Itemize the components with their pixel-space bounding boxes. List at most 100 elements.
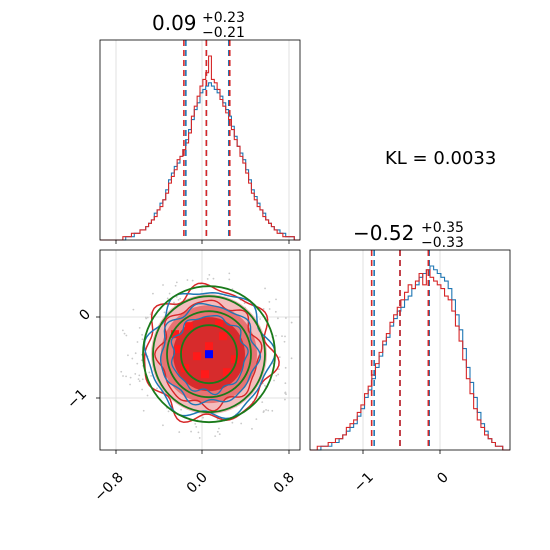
sample-point bbox=[140, 359, 143, 362]
density-cell bbox=[171, 330, 179, 339]
sample-point bbox=[148, 371, 151, 374]
density-cell bbox=[223, 368, 231, 377]
gaussian-contour-ellipse bbox=[152, 295, 266, 414]
sample-point bbox=[216, 430, 219, 433]
kl-divergence-label: KL = 0.0033 bbox=[385, 148, 496, 169]
sample-point bbox=[231, 421, 234, 424]
sample-point bbox=[152, 292, 154, 295]
sample-point bbox=[194, 422, 197, 425]
top-left-title-minus: −0.21 bbox=[202, 25, 245, 41]
sample-point bbox=[274, 310, 277, 313]
sample-point bbox=[138, 327, 141, 329]
sample-point bbox=[284, 335, 286, 338]
sample-point bbox=[138, 380, 141, 382]
sample-point bbox=[284, 398, 286, 401]
sample-point bbox=[198, 437, 201, 439]
sample-point bbox=[173, 301, 175, 304]
bottom-right-xtick-label: 0 bbox=[434, 470, 452, 488]
sample-point bbox=[218, 427, 220, 430]
sample-point bbox=[214, 435, 217, 438]
sample-point bbox=[265, 409, 267, 411]
bottom-left-xtick-label: 0.0 bbox=[184, 470, 211, 497]
sample-point bbox=[228, 272, 231, 275]
sample-point bbox=[150, 374, 152, 377]
sample-point bbox=[284, 366, 287, 369]
sample-point bbox=[175, 295, 178, 298]
sample-point bbox=[251, 427, 253, 430]
sample-point bbox=[259, 318, 262, 320]
sample-point bbox=[168, 292, 171, 295]
bottom-right-histogram-panel bbox=[310, 250, 510, 454]
bottom-left-ytick-label: −1 bbox=[64, 386, 90, 412]
sample-point bbox=[290, 321, 293, 324]
sample-point bbox=[138, 374, 141, 377]
gaussian-contour-ellipse bbox=[180, 324, 238, 385]
sample-point bbox=[178, 431, 181, 433]
bottom-left-ytick-label: 0 bbox=[76, 306, 94, 324]
bottom-right-title-value: −0.52 bbox=[353, 221, 414, 245]
sample-point bbox=[195, 425, 198, 428]
sample-point bbox=[134, 352, 137, 355]
sample-point bbox=[137, 378, 140, 381]
sample-point bbox=[263, 410, 265, 412]
sample-point bbox=[228, 278, 231, 281]
contour-line bbox=[159, 302, 262, 406]
gaussian-contour-ellipse bbox=[166, 310, 252, 399]
top-left-histogram-panel bbox=[100, 40, 300, 244]
sample-point bbox=[283, 340, 286, 343]
bottom-right-axes-frame bbox=[309, 249, 511, 451]
sample-point bbox=[261, 401, 264, 403]
sample-point bbox=[162, 424, 164, 427]
sample-point bbox=[120, 370, 123, 373]
density-cell bbox=[219, 332, 227, 341]
sample-point bbox=[285, 393, 287, 396]
sample-point bbox=[127, 354, 129, 357]
contour-line bbox=[143, 292, 276, 420]
sample-point bbox=[275, 334, 277, 337]
sample-point bbox=[180, 408, 182, 411]
center-marker bbox=[205, 350, 213, 359]
bottom-left-xtick-label: −0.8 bbox=[91, 470, 126, 505]
density-cell bbox=[201, 370, 209, 379]
density-cell bbox=[185, 322, 193, 331]
sample-point bbox=[123, 332, 126, 335]
sample-point bbox=[262, 308, 265, 310]
top-left-title-value: 0.09 bbox=[152, 11, 197, 35]
sample-point bbox=[146, 316, 149, 319]
bottom-right-title-plus: +0.35 bbox=[421, 220, 464, 236]
sample-point bbox=[141, 378, 144, 381]
sample-point bbox=[167, 410, 170, 413]
sample-point bbox=[264, 287, 266, 290]
density-cell bbox=[231, 355, 239, 364]
sample-point bbox=[285, 317, 287, 319]
histogram-series-line bbox=[310, 269, 510, 451]
sample-point bbox=[142, 409, 145, 412]
sample-point bbox=[275, 298, 277, 301]
sample-point bbox=[122, 375, 124, 377]
sample-point bbox=[141, 388, 144, 391]
sample-point bbox=[284, 382, 287, 385]
density-cell bbox=[205, 342, 213, 351]
sample-point bbox=[136, 341, 139, 343]
sample-point bbox=[208, 273, 211, 276]
sample-point bbox=[284, 391, 287, 394]
histogram-series-line bbox=[310, 265, 510, 451]
sample-point bbox=[166, 297, 169, 300]
density-cell bbox=[215, 320, 223, 329]
sample-point bbox=[174, 284, 177, 287]
sample-point bbox=[290, 357, 293, 360]
sample-point bbox=[277, 373, 280, 376]
sample-point bbox=[278, 356, 281, 359]
sample-point bbox=[125, 375, 127, 378]
sample-point bbox=[132, 308, 135, 311]
sample-point bbox=[202, 416, 204, 419]
sample-point bbox=[175, 281, 178, 284]
sample-point bbox=[144, 316, 147, 319]
sample-point bbox=[146, 394, 149, 397]
sample-point bbox=[212, 277, 215, 280]
top-left-title-plus: +0.23 bbox=[202, 10, 245, 26]
bottom-right-xtick-label: −1 bbox=[351, 470, 377, 496]
histogram-series-line bbox=[100, 82, 300, 241]
sample-point bbox=[243, 302, 246, 305]
